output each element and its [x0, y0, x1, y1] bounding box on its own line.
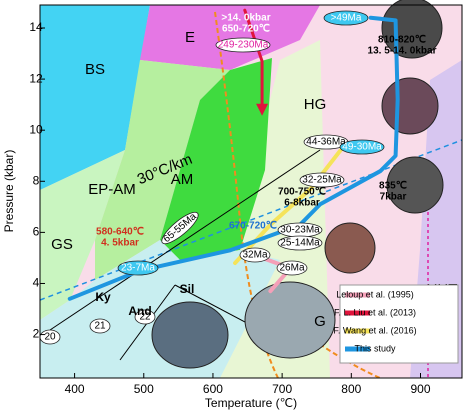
age-label: 49-30Ma	[342, 142, 382, 153]
age-label: 44-36Ma	[306, 137, 346, 148]
label-ellipses	[39, 10, 385, 345]
label-bg	[161, 211, 199, 245]
x-tick-label: 700	[272, 382, 292, 396]
y-tick-label: 4	[33, 276, 40, 290]
sample-label: 20	[44, 332, 56, 343]
y-tick-label: 10	[29, 122, 43, 136]
pt-label: 6-8kbar	[284, 198, 320, 209]
x-tick-label: 400	[65, 382, 85, 396]
x-tick-label: 600	[203, 382, 223, 396]
ep-am-field	[95, 60, 230, 280]
field-label: BS	[85, 61, 105, 78]
age-label: 32Ma	[242, 250, 267, 261]
age-label: 25-14Ma	[280, 238, 320, 249]
pt-label: 4. 5kbar	[101, 238, 139, 249]
plot-frame	[39, 4, 463, 379]
y-tick-label: 12	[29, 71, 43, 85]
mineral-label: Ky	[95, 290, 111, 304]
legend-label: Leloup et al. (1995)	[336, 289, 414, 299]
age-label: 26Ma	[279, 263, 304, 274]
label-bg	[299, 172, 345, 188]
pt-path	[243, 8, 269, 116]
solidus	[214, 11, 279, 378]
field-label: HG	[304, 96, 327, 113]
label-bg	[239, 247, 271, 263]
mineral-label: Sil	[180, 282, 195, 296]
pt-label: 580-640℃	[96, 227, 144, 238]
field-label: EP-AM	[88, 181, 136, 198]
label-bg	[117, 260, 159, 276]
photo	[386, 156, 444, 214]
label-bg	[323, 10, 369, 26]
y-axis-label: Pressure (kbar)	[2, 150, 16, 233]
field-label: E	[185, 29, 195, 46]
legend-label: This study	[354, 343, 396, 353]
pt-label: 670-720℃	[229, 221, 277, 232]
ky-sil	[49, 149, 321, 331]
pt-label: 7kbar	[380, 192, 407, 203]
pt-label: 700-750℃	[278, 187, 326, 198]
y-tick-label: 2	[33, 327, 40, 341]
field-label: G	[314, 313, 326, 330]
pt-label: >14. 0kbar	[221, 13, 270, 24]
sample-label: 21	[94, 321, 106, 332]
x-tick-label: 900	[410, 382, 430, 396]
field-label: AM	[171, 171, 194, 188]
mineral-label: And	[128, 304, 151, 318]
y-tick-label: 8	[33, 173, 40, 187]
sample-label: 22	[139, 312, 151, 323]
label-bg	[215, 37, 271, 53]
y-tick-label: 14	[29, 20, 43, 34]
field-label: GS	[51, 236, 73, 253]
geotherm	[40, 139, 462, 301]
label-bg	[339, 139, 385, 155]
label-bg	[89, 318, 111, 334]
pt-label: 835℃	[379, 181, 407, 192]
age-label: 30-23Ma	[280, 225, 320, 236]
photo	[381, 77, 439, 135]
age-label: >49Ma	[331, 13, 362, 24]
label-bg	[277, 235, 323, 251]
label-bg	[276, 260, 308, 276]
legend-label: F. L. Liu et al. (2013)	[334, 307, 416, 317]
photo	[244, 281, 336, 359]
gs-field	[40, 150, 125, 320]
am-field	[160, 58, 272, 260]
pt-label: 810-820℃	[378, 35, 426, 46]
pt-label: 13. 5-14. 0kbar	[368, 46, 437, 57]
pt-label: 650-720℃	[222, 24, 270, 35]
age-label: 249-230Ma	[218, 40, 269, 51]
e-field	[140, 5, 320, 70]
bs-field	[40, 5, 150, 190]
label-bg	[134, 309, 156, 325]
x-tick-label: 500	[134, 382, 154, 396]
age-label: 32-25Ma	[302, 175, 342, 186]
legend-label: F. Wang et al. (2016)	[333, 325, 416, 335]
y-tick-label: 6	[33, 225, 40, 239]
x-tick-label: 800	[341, 382, 361, 396]
photo	[324, 222, 376, 274]
pt-path	[67, 15, 400, 301]
age-label: 23-7Ma	[121, 263, 155, 274]
x-axis-label: Temperature (℃)	[205, 396, 297, 410]
photo	[151, 301, 229, 369]
